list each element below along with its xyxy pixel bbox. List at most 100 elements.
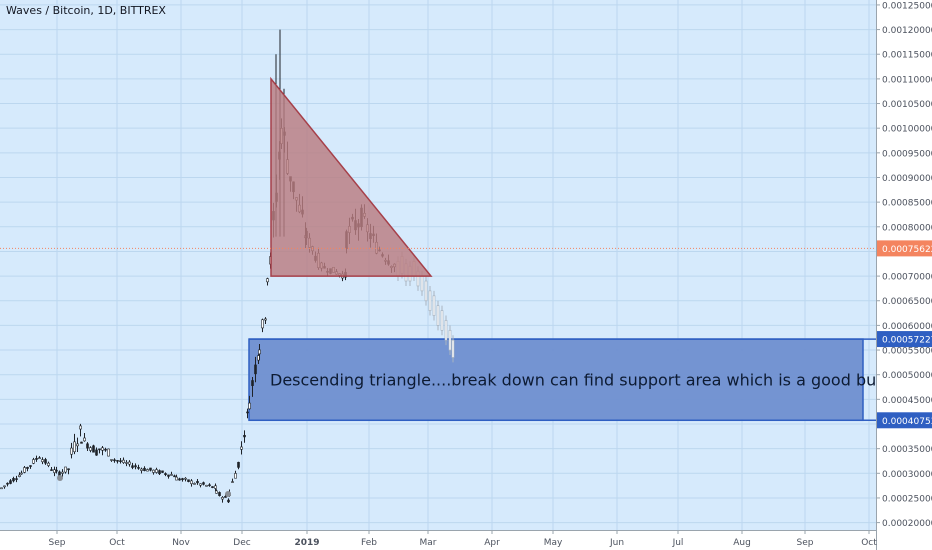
- candle-body: [104, 448, 107, 451]
- candle-body: [187, 479, 190, 482]
- candle-body: [3, 485, 6, 488]
- candle-body: [55, 469, 58, 472]
- candle-body: [208, 484, 211, 487]
- y-tick-label: 0.00030000: [882, 470, 932, 480]
- candle-body: [50, 469, 53, 471]
- candle-body: [35, 458, 38, 460]
- candle-body: [64, 466, 67, 473]
- candle-body: [29, 465, 32, 467]
- y-tick-label: 0.00050000: [882, 371, 932, 381]
- y-tick-label: 0.00105000: [882, 100, 932, 110]
- candle-body: [79, 425, 82, 430]
- candle-body: [38, 457, 41, 459]
- candle-body: [193, 483, 196, 485]
- candle-body: [83, 437, 86, 442]
- y-tick-label: 0.00020000: [882, 519, 932, 529]
- candle-body: [131, 465, 134, 468]
- candle-body: [181, 478, 184, 481]
- candle-body: [20, 472, 23, 475]
- candle-body-faded: [424, 280, 428, 302]
- candle-body: [161, 470, 164, 473]
- candle-body: [214, 485, 217, 489]
- candle-body: [152, 469, 155, 473]
- x-tick-label: 2019: [294, 538, 319, 548]
- y-tick-label: 0.00065000: [882, 297, 932, 307]
- candle-body: [47, 462, 50, 466]
- candle-body: [243, 434, 246, 438]
- y-tick-label: 0.00120000: [882, 26, 932, 36]
- candle-body: [119, 460, 122, 462]
- candle-body: [125, 462, 128, 464]
- candle-body: [178, 478, 181, 481]
- candle-body: [98, 448, 101, 451]
- candle-body: [261, 319, 264, 329]
- candle-body: [215, 490, 218, 494]
- support-top-label: 0.00057227: [882, 336, 932, 346]
- current-price-label-bg: [877, 240, 932, 257]
- descending-triangle[interactable]: [270, 76, 433, 277]
- candle-body: [89, 447, 92, 451]
- candle-body: [146, 469, 149, 472]
- y-tick-label: 0.00090000: [882, 174, 932, 184]
- candle-body: [211, 486, 214, 488]
- y-tick-label: 0.00080000: [882, 223, 932, 233]
- x-tick-label: Jul: [672, 538, 684, 548]
- candle-body: [254, 364, 257, 375]
- x-tick-label: Sep: [49, 538, 66, 548]
- candle-body: [246, 411, 249, 414]
- x-tick-label: Sep: [797, 538, 814, 548]
- candle-body: [240, 446, 243, 450]
- candle-body: [107, 448, 110, 457]
- candle-body: [266, 278, 269, 283]
- candle-body: [23, 467, 26, 473]
- candle-body: [32, 459, 35, 464]
- candle-body-faded: [451, 339, 455, 358]
- candle-body-faded: [444, 320, 448, 341]
- y-tick-label: 0.00085000: [882, 199, 932, 209]
- candle-body-faded: [428, 290, 432, 311]
- x-tick-label: May: [544, 538, 563, 548]
- candle-body: [6, 482, 9, 485]
- candle-body: [164, 473, 167, 475]
- y-tick-label: 0.00070000: [882, 273, 932, 283]
- candle-body: [0, 487, 3, 490]
- candle-body: [86, 443, 89, 449]
- candle-body: [61, 471, 64, 474]
- candle-body: [73, 441, 76, 453]
- candle-body: [113, 459, 116, 462]
- candle-body: [221, 497, 224, 500]
- candle-body: [95, 449, 98, 456]
- y-tick-label: 0.00055000: [882, 347, 932, 357]
- candle-body: [44, 459, 47, 464]
- candle-body: [184, 477, 187, 480]
- candle-body-faded: [440, 310, 444, 331]
- candle-body: [202, 482, 205, 485]
- x-tick-label: Jun: [609, 538, 624, 548]
- candle-body-faded: [436, 305, 440, 326]
- y-tick-label: 0.00125000: [882, 1, 932, 11]
- x-tick-label: Aug: [733, 538, 751, 548]
- y-tick-label: 0.00060000: [882, 322, 932, 332]
- y-tick-label: 0.00115000: [882, 51, 932, 61]
- candle-body: [149, 467, 152, 471]
- support-bottom-label-bg: [877, 412, 932, 429]
- candle-body: [18, 474, 21, 477]
- candle-body: [175, 476, 178, 481]
- candle-body: [128, 461, 131, 465]
- candle-body: [15, 478, 18, 480]
- x-tick-label: Oct: [109, 538, 125, 548]
- support-zone[interactable]: [248, 338, 864, 422]
- x-tick-label: Dec: [233, 538, 250, 548]
- candle-body: [116, 460, 119, 462]
- candle-body: [80, 441, 83, 444]
- candle-body: [143, 467, 146, 472]
- candle-body: [76, 443, 79, 447]
- chart-title: Waves / Bitcoin, 1D, BITTREX: [6, 4, 166, 17]
- candle-body: [92, 445, 95, 453]
- plot-area[interactable]: [0, 0, 876, 530]
- x-tick-label: Mar: [420, 538, 437, 548]
- candle-body-faded: [448, 329, 452, 351]
- candle-body: [224, 495, 227, 498]
